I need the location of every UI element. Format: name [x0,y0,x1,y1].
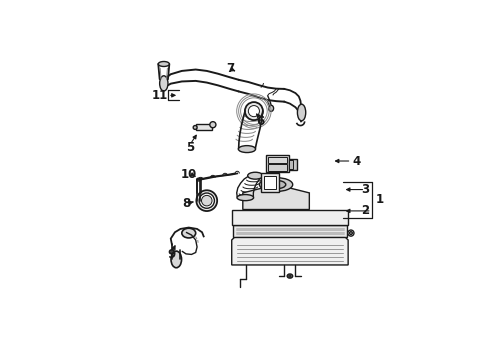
Ellipse shape [201,195,212,206]
Ellipse shape [267,180,286,189]
Text: 3: 3 [361,183,369,196]
Text: 8: 8 [183,197,191,210]
Text: 9: 9 [167,248,175,261]
Ellipse shape [199,193,215,208]
FancyBboxPatch shape [289,161,293,169]
FancyBboxPatch shape [233,225,347,237]
Text: 4: 4 [353,154,361,167]
Text: 2: 2 [361,204,369,217]
Ellipse shape [160,76,168,91]
Ellipse shape [245,102,263,120]
Ellipse shape [269,105,273,111]
Ellipse shape [287,274,293,278]
Text: 6: 6 [257,115,265,128]
FancyBboxPatch shape [196,123,212,130]
Ellipse shape [193,126,197,129]
FancyBboxPatch shape [232,210,348,225]
Ellipse shape [196,178,201,181]
Ellipse shape [171,251,182,268]
PathPatch shape [243,185,309,210]
FancyBboxPatch shape [289,159,297,170]
FancyBboxPatch shape [268,157,287,163]
Text: 11: 11 [152,89,169,102]
Text: 5: 5 [186,141,194,154]
Ellipse shape [349,232,352,234]
Ellipse shape [210,122,216,128]
Ellipse shape [297,104,306,121]
PathPatch shape [232,237,348,265]
Text: 7: 7 [226,62,234,75]
Ellipse shape [259,177,293,192]
Ellipse shape [237,194,254,201]
Ellipse shape [182,228,196,238]
Ellipse shape [196,190,217,211]
FancyBboxPatch shape [268,164,287,171]
Ellipse shape [248,105,259,117]
Text: 1: 1 [376,193,384,206]
Text: 10: 10 [181,167,197,180]
Ellipse shape [348,230,354,236]
Ellipse shape [238,146,256,153]
FancyBboxPatch shape [264,176,276,189]
Ellipse shape [289,275,291,277]
Ellipse shape [247,172,263,179]
FancyBboxPatch shape [261,174,279,192]
Ellipse shape [158,62,170,67]
FancyBboxPatch shape [267,156,289,172]
